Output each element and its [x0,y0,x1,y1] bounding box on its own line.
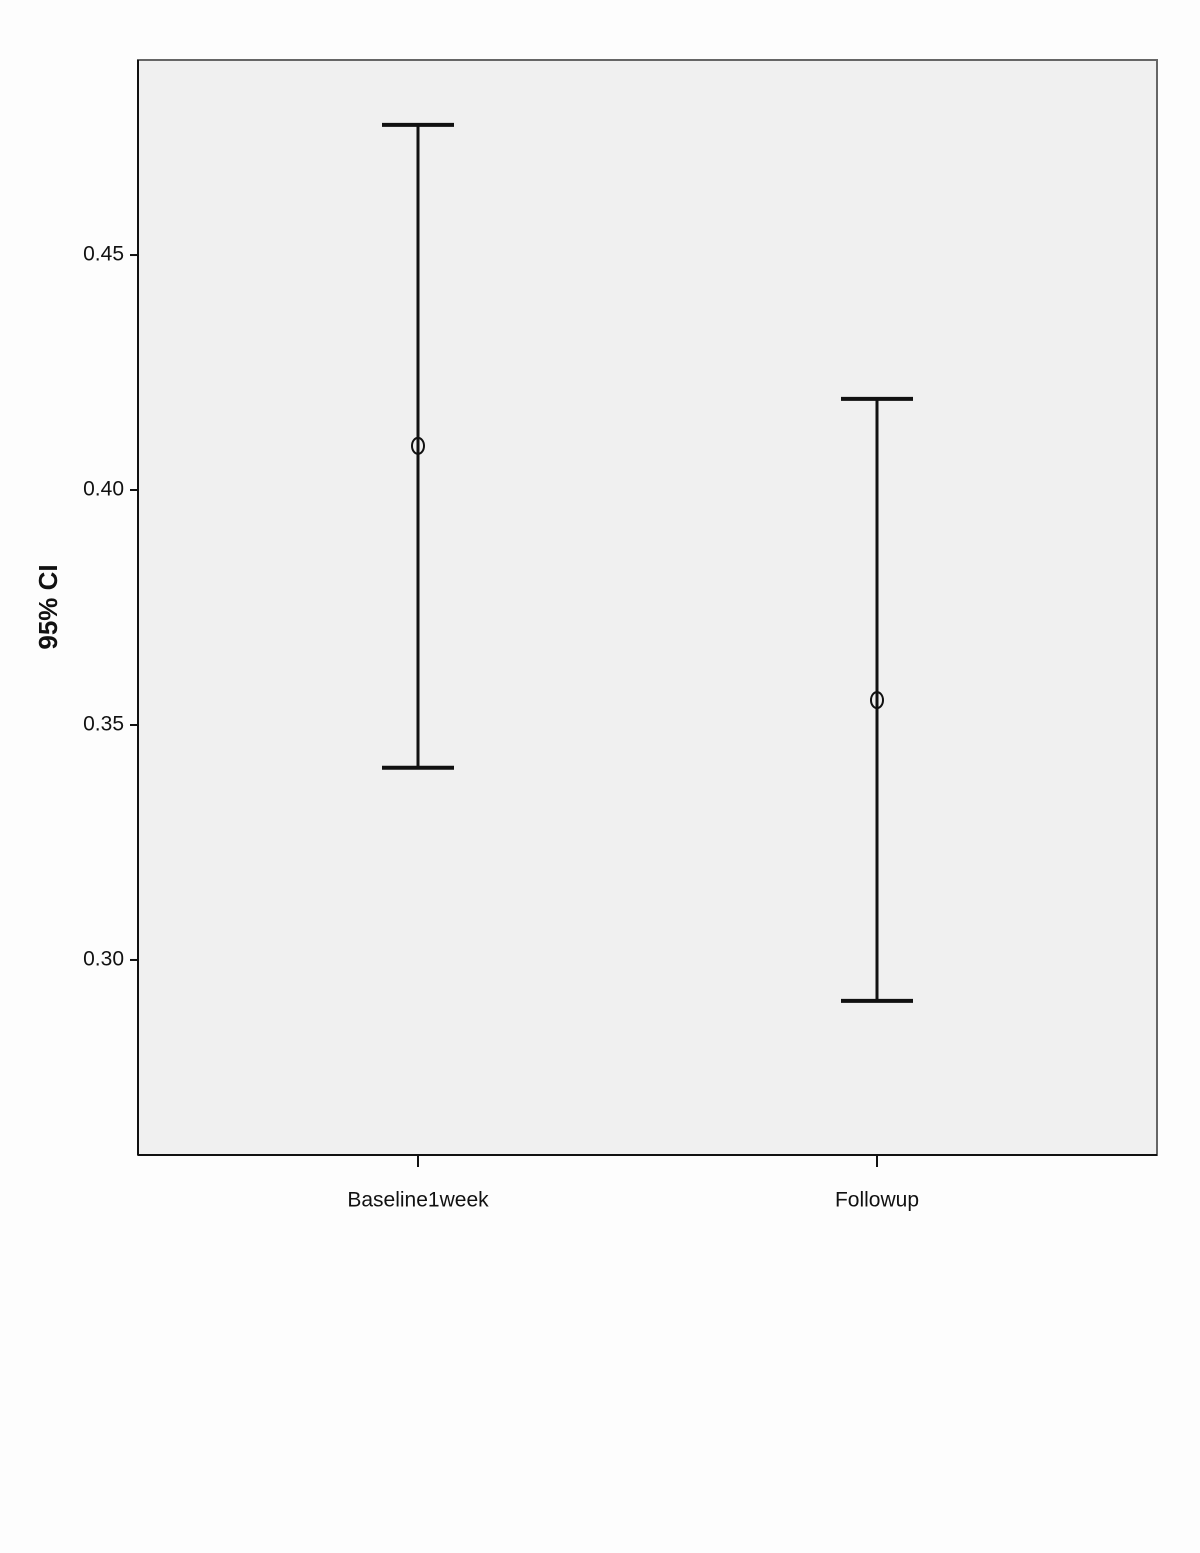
y-axis-label: 95% CI [33,564,63,649]
x-tick-label: Followup [835,1189,919,1212]
x-tick-label: Baseline1week [347,1189,489,1212]
plot-area [137,59,1158,1156]
y-tick-label: 0.45 [83,243,124,266]
mean-marker [411,436,425,455]
y-tick-label: 0.30 [83,948,124,971]
y-tick-label: 0.40 [83,478,124,501]
y-tick-label: 0.35 [83,713,124,736]
mean-marker [870,691,884,710]
